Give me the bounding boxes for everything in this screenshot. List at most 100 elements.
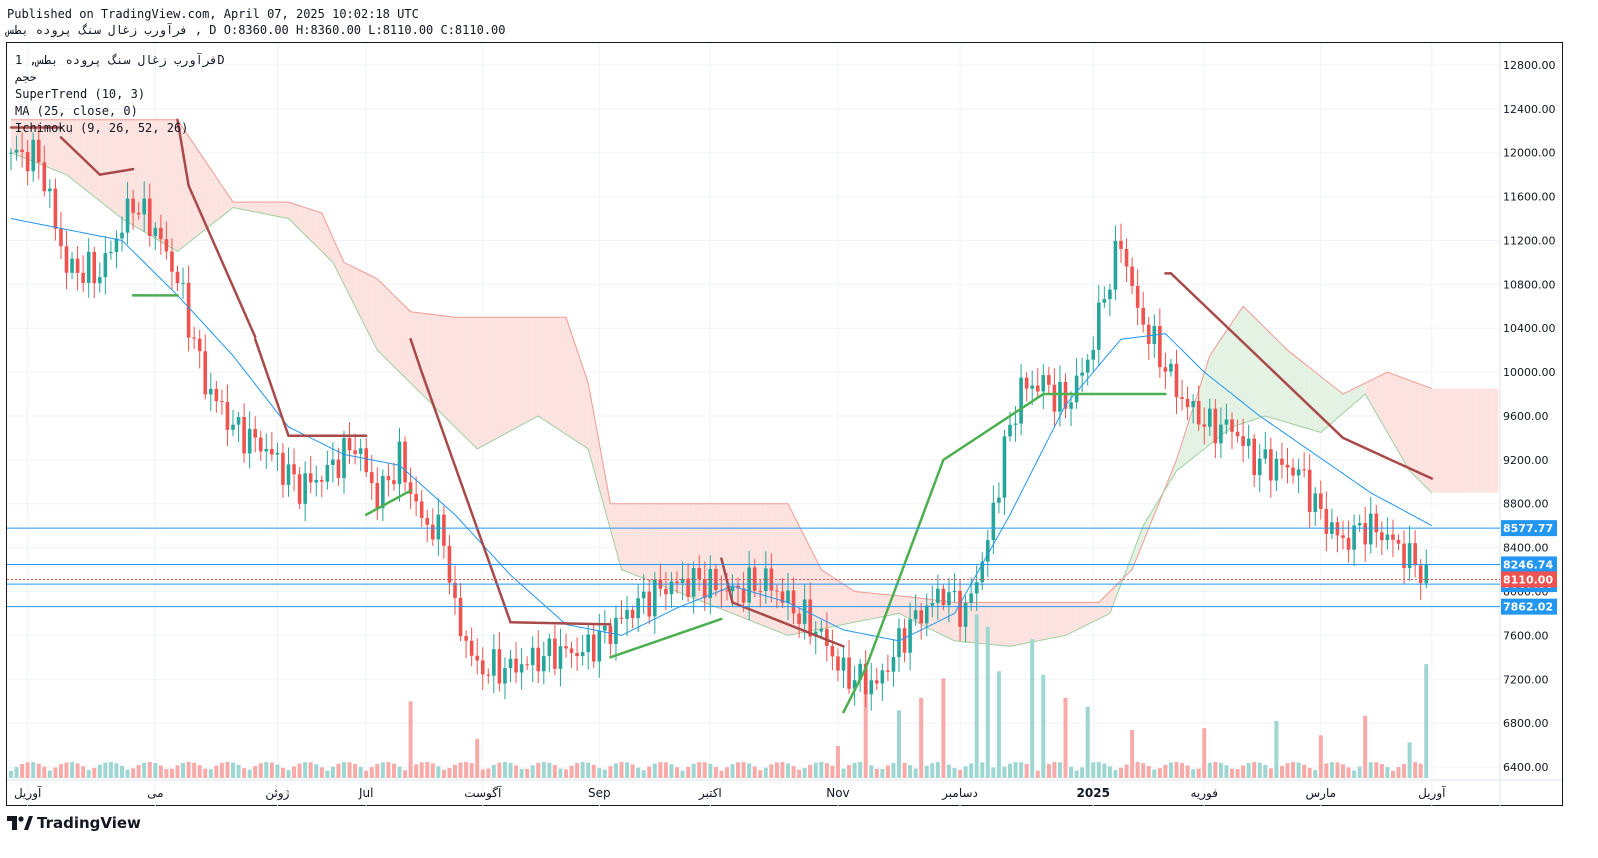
candle-body bbox=[758, 590, 763, 592]
candle-body bbox=[519, 664, 524, 673]
volume-bar bbox=[1146, 766, 1151, 778]
supertrend-segment bbox=[409, 337, 423, 374]
candle-body bbox=[469, 640, 474, 656]
volume-bar bbox=[913, 768, 918, 778]
volume-bar bbox=[591, 764, 596, 778]
legend-ma[interactable]: MA (25, close, 0) bbox=[15, 104, 138, 118]
legend-volume[interactable]: حجم bbox=[15, 70, 37, 84]
volume-bar bbox=[297, 763, 302, 778]
candle-body bbox=[1180, 397, 1184, 399]
price-tick-label: 9200.00 bbox=[1503, 454, 1549, 467]
cloud-segment bbox=[1348, 388, 1355, 409]
price-tick-label: 11200.00 bbox=[1503, 234, 1556, 247]
price-tick-label: 7600.00 bbox=[1503, 629, 1549, 642]
volume-bar bbox=[980, 762, 985, 778]
volume-bar bbox=[1202, 728, 1207, 778]
price-tick-label: 12400.00 bbox=[1503, 103, 1556, 116]
candle-body bbox=[797, 613, 801, 624]
cloud-segment bbox=[194, 144, 200, 239]
candle-body bbox=[647, 591, 652, 617]
cloud-segment bbox=[1293, 354, 1299, 426]
cloud-segment bbox=[1004, 602, 1010, 647]
volume-bar bbox=[1313, 769, 1318, 778]
candle-body bbox=[1368, 513, 1373, 545]
volume-bar bbox=[1063, 697, 1068, 778]
cloud-segment bbox=[1265, 328, 1271, 418]
cloud-segment bbox=[155, 119, 161, 242]
volume-bar bbox=[447, 768, 452, 778]
candle-body bbox=[147, 198, 152, 236]
candle-body bbox=[1047, 375, 1051, 385]
cloud-segment bbox=[260, 202, 267, 215]
candle-body bbox=[1413, 543, 1417, 566]
candle-body bbox=[1080, 372, 1084, 376]
cloud-segment bbox=[632, 503, 639, 577]
cloud-segment bbox=[216, 177, 222, 221]
candle-body bbox=[1424, 564, 1429, 584]
cloud-segment bbox=[455, 317, 461, 433]
candle-body bbox=[1024, 377, 1029, 389]
candle-body bbox=[9, 152, 13, 154]
candle-body bbox=[1108, 289, 1112, 300]
volume-bar bbox=[231, 762, 235, 778]
candle-body bbox=[1008, 424, 1012, 437]
candle-body bbox=[980, 561, 985, 583]
time-tick-label: آوریل bbox=[14, 785, 42, 801]
cloud-segment bbox=[1448, 388, 1454, 493]
volume-bar bbox=[1069, 766, 1074, 778]
volume-bar bbox=[425, 762, 430, 778]
legend-ichimoku[interactable]: Ichimoku (9, 26, 52, 26) bbox=[15, 121, 189, 135]
volume-bar bbox=[1268, 768, 1273, 778]
volume-bar bbox=[763, 767, 768, 778]
cloud-segment bbox=[377, 278, 383, 356]
candle-body bbox=[1196, 401, 1201, 425]
cloud-segment bbox=[1409, 380, 1416, 477]
cloud-segment bbox=[1304, 363, 1310, 430]
cloud-segment bbox=[443, 315, 450, 422]
supertrend-segment bbox=[609, 617, 723, 659]
cloud-segment bbox=[998, 602, 1005, 646]
cloud-segment bbox=[488, 317, 494, 443]
candle-body bbox=[586, 634, 590, 653]
volume-bar bbox=[691, 763, 696, 778]
cloud-segment bbox=[1320, 376, 1327, 433]
volume-bar bbox=[608, 766, 613, 778]
cloud-segment bbox=[60, 119, 67, 175]
time-tick-label: 2025 bbox=[1077, 786, 1110, 800]
cloud-segment bbox=[405, 306, 411, 384]
candle-body bbox=[747, 567, 751, 603]
volume-bar bbox=[802, 768, 807, 778]
volume-bar bbox=[369, 767, 374, 778]
legend-supertrend[interactable]: SuperTrend (10, 3) bbox=[15, 87, 146, 101]
candle-body bbox=[264, 448, 269, 452]
volume-bar bbox=[353, 763, 358, 778]
cloud-segment bbox=[682, 503, 689, 596]
tradingview-logo[interactable]: TradingView bbox=[7, 814, 141, 832]
cloud-segment bbox=[577, 350, 583, 446]
cloud-segment bbox=[366, 273, 372, 340]
candle-body bbox=[530, 647, 535, 666]
candle-body bbox=[1352, 525, 1356, 550]
candle-body bbox=[392, 480, 396, 485]
volume-bar bbox=[108, 762, 113, 778]
volume-bar bbox=[158, 765, 163, 778]
candle-body bbox=[1174, 363, 1179, 398]
cloud-segment bbox=[582, 366, 589, 449]
volume-bar bbox=[169, 768, 174, 778]
cloud-segment bbox=[316, 211, 322, 252]
volume-bar bbox=[1335, 762, 1340, 778]
volume-bar bbox=[1008, 763, 1012, 778]
candle-body bbox=[314, 479, 319, 483]
cloud-segment bbox=[532, 317, 539, 419]
candle-body bbox=[242, 416, 246, 454]
cloud-segment bbox=[932, 599, 938, 633]
volume-bar bbox=[752, 766, 757, 778]
cloud-segment bbox=[1459, 388, 1466, 493]
volume-bar bbox=[863, 676, 868, 778]
candle-body bbox=[353, 450, 357, 454]
volume-bar bbox=[530, 765, 535, 778]
cloud-segment bbox=[1037, 602, 1044, 641]
tradingview-logo-icon bbox=[7, 816, 33, 830]
legend-symbol[interactable]: فرآورب زغال سنگ پروده بطس, 1D bbox=[15, 53, 225, 67]
